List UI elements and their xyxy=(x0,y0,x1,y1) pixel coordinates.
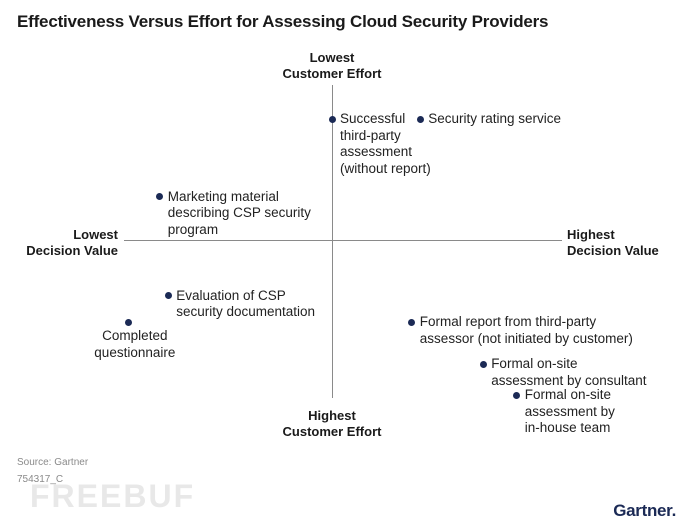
vertical-axis-line xyxy=(332,85,333,398)
data-point-label-line: Successful xyxy=(340,111,406,127)
axis-label-left: Lowest Decision Value xyxy=(0,227,118,259)
axis-label-right-line2: Decision Value xyxy=(567,243,659,258)
data-point-label-line: Marketing material xyxy=(167,188,279,204)
source-note: Source: Gartner xyxy=(17,457,89,468)
axis-label-top-line2: Customer Effort xyxy=(282,66,382,81)
figure-code: 754317_C xyxy=(17,474,64,485)
data-point-label: Formal report from third-party assessor (… xyxy=(420,314,633,347)
axis-label-bottom-line2: Customer Effort xyxy=(282,424,382,439)
data-point-label-line: assessor (not initiated by customer) xyxy=(419,330,633,346)
data-point-label-line: security documentation xyxy=(176,304,316,320)
data-point-label-line: describing CSP security xyxy=(167,205,311,221)
data-point-dot xyxy=(164,292,172,300)
axis-label-right-line1: Highest xyxy=(567,227,615,242)
data-point-label-line: assessment xyxy=(340,144,413,160)
data-point-dot xyxy=(479,360,487,368)
data-point-label-line: assessment by xyxy=(524,403,615,419)
data-point-label-line: in-house team xyxy=(524,420,611,435)
axis-label-right: Highest Decision Value xyxy=(567,227,659,259)
data-point-label-line: (without report) xyxy=(340,160,431,176)
gartner-logo-dot: . xyxy=(671,501,677,520)
data-point-dot xyxy=(328,115,336,123)
data-point-label: Evaluation of CSP security documentation xyxy=(176,288,315,321)
data-point-label-line: assessment by consultant xyxy=(491,372,647,388)
data-point-label-line: Formal report from third-party xyxy=(419,314,597,330)
data-point-label: Security rating service xyxy=(428,111,561,128)
axis-label-left-line2: Decision Value xyxy=(26,243,118,258)
data-point-label-line: questionnaire xyxy=(94,344,176,360)
data-point-label: Formal on-site assessment by in-house team xyxy=(525,387,615,437)
horizontal-axis-line xyxy=(124,240,562,241)
data-point-label-line: Security rating service xyxy=(428,111,561,127)
data-point-dot xyxy=(124,318,132,326)
axis-label-top-line1: Lowest xyxy=(309,50,355,65)
data-point-dot xyxy=(156,193,164,201)
data-point-label: Completed questionnaire xyxy=(94,328,175,361)
data-point-label-line: program xyxy=(167,221,219,237)
data-point-label-line: third-party xyxy=(340,127,401,143)
watermark-logo: FREEBUF xyxy=(30,478,196,514)
data-point-label-line: Formal on-site xyxy=(524,387,612,402)
data-point-label-line: Completed xyxy=(102,328,168,344)
gartner-logo-text: Gartner xyxy=(613,501,672,520)
axis-label-left-line1: Lowest xyxy=(73,227,118,242)
axis-label-bottom: Highest Customer Effort xyxy=(232,408,432,440)
axis-label-bottom-line1: Highest xyxy=(308,408,356,423)
data-point-label: Formal on-site assessment by consultant xyxy=(491,356,646,389)
data-point-dot xyxy=(408,318,416,326)
data-point-label-line: Evaluation of CSP xyxy=(176,287,286,303)
chart-title: Effectiveness Versus Effort for Assessin… xyxy=(17,12,549,31)
data-point-label: Successful third-party assessment (without … xyxy=(340,111,431,177)
axis-label-top: Lowest Customer Effort xyxy=(232,50,432,82)
data-point-dot xyxy=(513,391,521,399)
data-point-label: Marketing material describing CSP securit… xyxy=(168,189,311,239)
gartner-logo: Gartner. xyxy=(613,501,676,521)
data-point-dot xyxy=(416,115,424,123)
data-point-label-line: Formal on-site xyxy=(491,356,578,371)
